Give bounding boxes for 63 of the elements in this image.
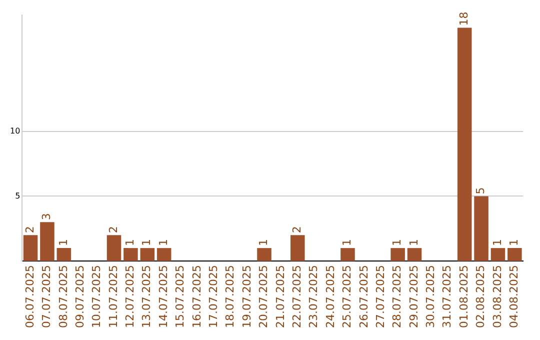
x-tick-label: 03.08.2025 — [490, 265, 504, 328]
x-tick-label: 11.07.2025 — [106, 265, 120, 328]
x-tick-label: 13.07.2025 — [140, 265, 154, 328]
data-label: 1 — [124, 239, 137, 246]
bar — [474, 196, 488, 262]
x-tick-label: 25.07.2025 — [340, 265, 354, 328]
bar — [407, 248, 422, 262]
data-label: 18 — [457, 12, 470, 26]
x-tick-label: 22.07.2025 — [290, 265, 304, 328]
data-label: 1 — [140, 239, 154, 246]
bar — [106, 235, 122, 262]
x-tick-label: 10.07.2025 — [90, 265, 104, 328]
x-tick-label: 17.07.2025 — [207, 265, 220, 328]
x-tick-label: 21.07.2025 — [274, 265, 287, 328]
data-label: 2 — [23, 226, 36, 234]
bar — [257, 248, 272, 262]
x-tick-label: 04.08.2025 — [508, 265, 521, 328]
x-tick-label: 09.07.2025 — [73, 265, 86, 328]
bar — [140, 248, 155, 262]
x-tick-label: 14.07.2025 — [156, 265, 170, 328]
data-label: 3 — [40, 213, 54, 220]
data-label: 1 — [407, 239, 420, 246]
x-tick-label: 29.07.2025 — [407, 265, 420, 328]
bar — [390, 248, 405, 262]
data-label: 1 — [56, 239, 70, 246]
x-tick-label: 27.07.2025 — [374, 265, 387, 328]
bar — [124, 248, 138, 262]
data-label: 5 — [474, 187, 488, 194]
bar — [23, 235, 38, 262]
x-tick-label: 31.07.2025 — [440, 265, 454, 328]
x-tick-label: 24.07.2025 — [324, 265, 337, 328]
x-tick-label: 15.07.2025 — [174, 265, 187, 328]
x-tick-label: 20.07.2025 — [257, 265, 270, 328]
bar — [508, 248, 522, 262]
data-label: 1 — [390, 239, 404, 246]
x-tick-label: 12.07.2025 — [124, 265, 137, 328]
x-tick-label: 16.07.2025 — [190, 265, 204, 328]
data-label: 1 — [490, 239, 504, 246]
bar — [40, 222, 54, 262]
x-tick-label: 30.07.2025 — [424, 265, 438, 328]
bar — [56, 248, 72, 262]
x-tick-label: 23.07.2025 — [307, 265, 320, 328]
bar — [457, 28, 472, 262]
bar — [290, 235, 305, 262]
bar — [156, 248, 172, 262]
x-tick-label: 26.07.2025 — [357, 265, 370, 328]
bar — [490, 248, 506, 262]
x-tick-label: 07.07.2025 — [40, 265, 54, 328]
x-tick-label: 06.07.2025 — [23, 265, 36, 328]
x-tick-label: 01.08.2025 — [457, 265, 470, 328]
x-tick-label: 08.07.2025 — [56, 265, 70, 328]
data-label: 1 — [340, 239, 354, 246]
data-label: 1 — [508, 239, 521, 246]
y-tick-label: 10 — [10, 126, 20, 136]
x-tick-label: 02.08.2025 — [474, 265, 488, 328]
bar — [340, 248, 355, 262]
data-label: 1 — [257, 239, 270, 246]
data-label: 2 — [106, 226, 120, 234]
x-tick-label: 19.07.2025 — [240, 265, 254, 328]
x-tick-label: 28.07.2025 — [390, 265, 404, 328]
x-tick-label: 18.07.2025 — [224, 265, 237, 328]
data-label: 2 — [290, 226, 304, 234]
data-label: 1 — [156, 239, 170, 246]
